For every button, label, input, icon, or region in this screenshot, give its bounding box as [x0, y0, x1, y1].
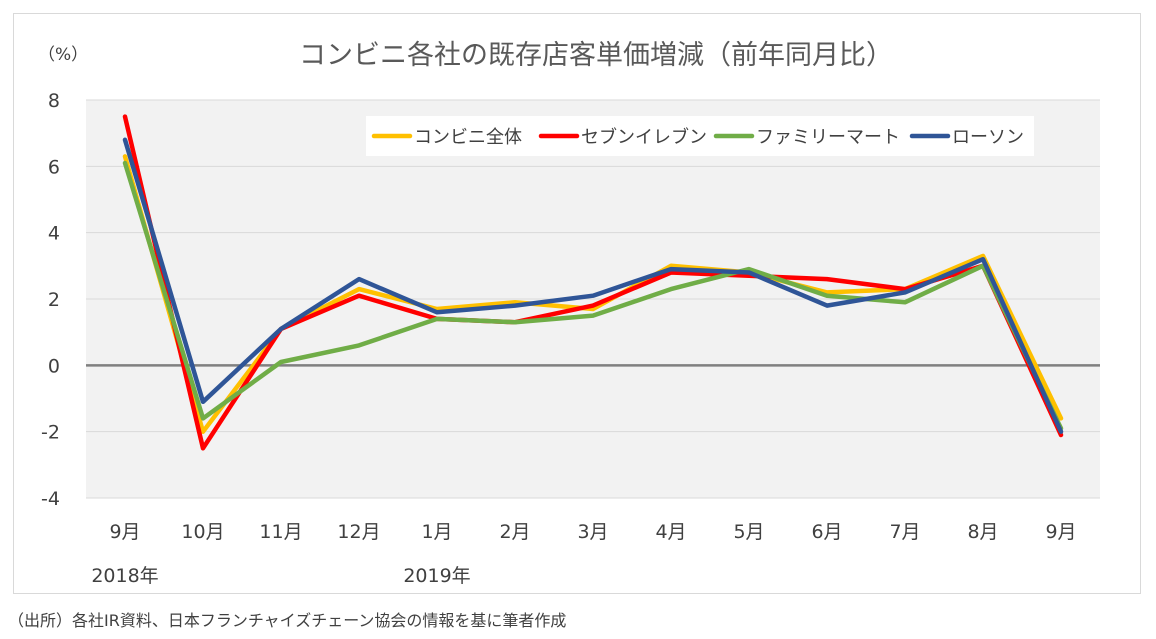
- x-tick-label: 7月: [889, 521, 920, 543]
- y-tick-label: 4: [48, 223, 60, 245]
- legend-label: ローソン: [952, 127, 1024, 148]
- legend-label: ファミリーマート: [756, 127, 900, 148]
- x-tick-label: 4月: [655, 521, 686, 543]
- y-tick-label: 2: [48, 289, 60, 311]
- y-tick-label: 6: [48, 156, 60, 178]
- y-axis-unit-label: （%）: [38, 45, 88, 65]
- x-tick-label: 12月: [337, 521, 380, 543]
- chart-title: コンビニ各社の既存店客単価増減（前年同月比）: [299, 40, 893, 71]
- y-tick-label: 0: [48, 355, 60, 377]
- axis-labels: 8 6 4 2 0 -2 -4 9月 10月 11月 12月 1月 2月 3月 4月 5月 6月 7月 8月 9月 20…: [41, 90, 1077, 587]
- series-group: [122, 114, 1064, 451]
- x-tick-label: 5月: [733, 521, 764, 543]
- gridlines: [86, 99, 1100, 499]
- y-tick-label: 8: [48, 90, 60, 112]
- x-tick-label: 3月: [577, 521, 608, 543]
- y-tick-label: -4: [41, 488, 60, 510]
- x-tick-label: 1月: [421, 521, 452, 543]
- x-tick-label: 6月: [811, 521, 842, 543]
- series-line: [122, 137, 1064, 434]
- legend: コンビニ全体 セブンイレブン ファミリーマート ローソン: [366, 116, 1034, 156]
- year-label: 2019年: [403, 565, 470, 587]
- y-tick-label: -2: [41, 422, 60, 444]
- x-tick-label: 11月: [259, 521, 302, 543]
- legend-label: セブンイレブン: [581, 126, 707, 148]
- source-note: （出所）各社IR資料、日本フランチャイズチェーン協会の情報を基に筆者作成: [8, 611, 567, 630]
- x-tick-label: 10月: [181, 521, 224, 543]
- x-tick-label: 2月: [499, 521, 530, 543]
- x-tick-label: 8月: [967, 521, 998, 543]
- x-tick-label: 9月: [1045, 521, 1076, 543]
- x-tick-label: 9月: [109, 521, 140, 543]
- legend-label: コンビニ全体: [414, 127, 522, 148]
- year-label: 2018年: [91, 565, 158, 587]
- series-line: [122, 160, 1064, 431]
